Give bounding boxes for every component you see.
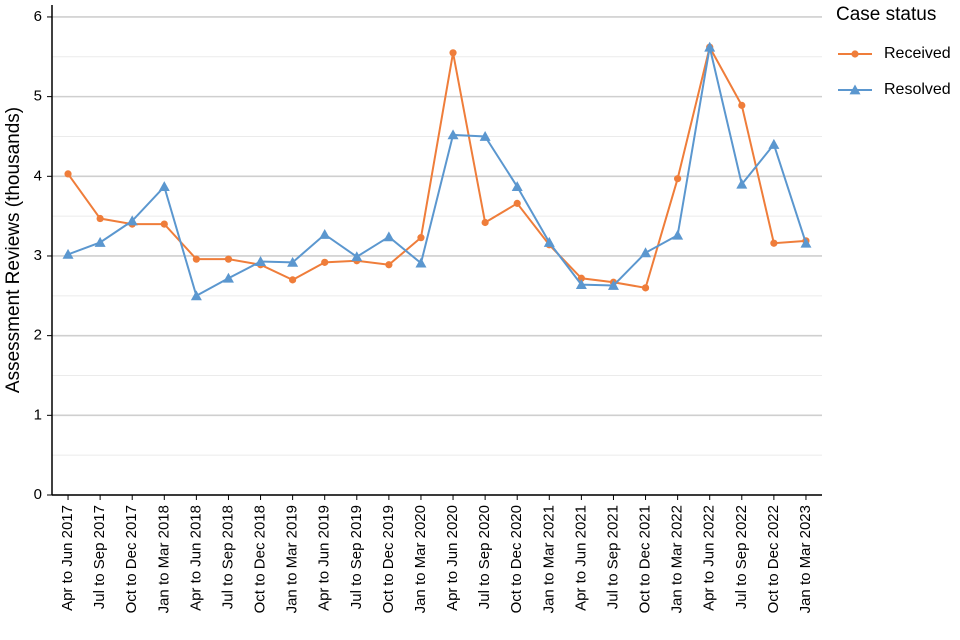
legend-marker <box>849 84 861 95</box>
data-point <box>319 228 331 239</box>
x-tick-label: Apr to Jun 2021 <box>572 505 589 611</box>
x-tick-label: Apr to Jun 2020 <box>444 505 461 611</box>
x-tick-label: Oct to Dec 2022 <box>765 505 782 613</box>
x-tick-label: Jul to Sep 2017 <box>91 505 108 609</box>
data-point <box>64 170 72 178</box>
data-point <box>351 251 363 262</box>
data-point <box>94 236 106 247</box>
data-point <box>511 181 523 192</box>
data-point <box>160 220 168 228</box>
x-tick-label: Apr to Jun 2018 <box>187 505 204 611</box>
data-point <box>607 279 619 290</box>
x-tick-label: Jul to Sep 2018 <box>219 505 236 609</box>
data-point <box>577 274 585 282</box>
data-point <box>479 130 491 141</box>
y-tick-label: 1 <box>34 406 42 423</box>
data-point <box>800 237 812 248</box>
x-tick-label: Oct to Dec 2017 <box>123 505 140 613</box>
legend-marker <box>851 50 859 58</box>
data-point <box>255 256 267 266</box>
data-point <box>126 215 138 226</box>
data-point <box>321 258 329 266</box>
data-point <box>96 214 104 223</box>
series-line <box>67 44 807 289</box>
x-tick-label: Jan to Mar 2020 <box>412 505 429 613</box>
data-point <box>640 247 652 258</box>
y-axis-label: Assessment Reviews (thousands) <box>3 107 24 393</box>
x-tick-label: Apr to Jun 2019 <box>316 505 333 611</box>
data-point <box>674 175 682 183</box>
x-tick-label: Jul to Sep 2019 <box>348 505 365 609</box>
x-tick-label: Jul to Sep 2021 <box>604 505 621 609</box>
data-point <box>736 178 748 189</box>
data-point <box>158 181 170 192</box>
x-tick-label: Oct to Dec 2021 <box>637 505 654 613</box>
x-tick-label: Jan to Mar 2021 <box>540 505 557 613</box>
x-tick-label: Jan to Mar 2022 <box>669 505 686 613</box>
data-point <box>770 239 778 247</box>
data-point <box>383 231 395 242</box>
data-point <box>543 236 555 247</box>
y-tick-label: 0 <box>34 486 42 503</box>
data-point <box>449 49 457 57</box>
y-tick-label: 5 <box>34 88 42 105</box>
data-point <box>513 199 521 207</box>
x-tick-label: Oct to Dec 2019 <box>380 505 397 613</box>
data-point <box>287 256 299 267</box>
data-point <box>224 255 233 263</box>
x-tick-label: Oct to Dec 2018 <box>252 505 269 613</box>
x-tick-label: Apr to Jun 2017 <box>59 505 76 611</box>
data-point <box>415 257 427 268</box>
x-tick-label: Jan to Mar 2018 <box>155 505 172 613</box>
data-point <box>738 101 746 109</box>
x-tick-label: Oct to Dec 2020 <box>508 505 525 613</box>
legend-label: Resolved <box>884 81 951 98</box>
data-point <box>190 290 202 301</box>
x-tick-label: Jul to Sep 2022 <box>733 505 750 609</box>
data-point <box>192 255 200 263</box>
x-tick-label: Jul to Sep 2020 <box>476 505 493 609</box>
data-point <box>417 234 425 242</box>
data-point <box>447 129 459 140</box>
data-point <box>704 41 716 52</box>
data-point <box>62 248 74 259</box>
y-tick-label: 3 <box>34 247 42 264</box>
series-line <box>67 46 807 298</box>
y-tick-label: 2 <box>34 327 42 344</box>
data-point <box>768 138 780 149</box>
x-tick-label: Jan to Mar 2019 <box>284 505 301 613</box>
legend-label: Received <box>884 45 951 62</box>
data-point <box>575 279 587 290</box>
y-tick-label: 4 <box>34 167 42 184</box>
legend-title: Case status <box>836 4 936 25</box>
data-point <box>222 272 234 283</box>
data-point <box>385 261 393 269</box>
data-point <box>672 229 684 240</box>
data-point <box>641 284 650 292</box>
data-point <box>289 276 297 284</box>
y-tick-label: 6 <box>34 8 42 25</box>
x-tick-label: Jan to Mar 2023 <box>797 505 814 613</box>
data-point <box>481 218 489 227</box>
x-tick-label: Apr to Jun 2022 <box>701 505 718 611</box>
